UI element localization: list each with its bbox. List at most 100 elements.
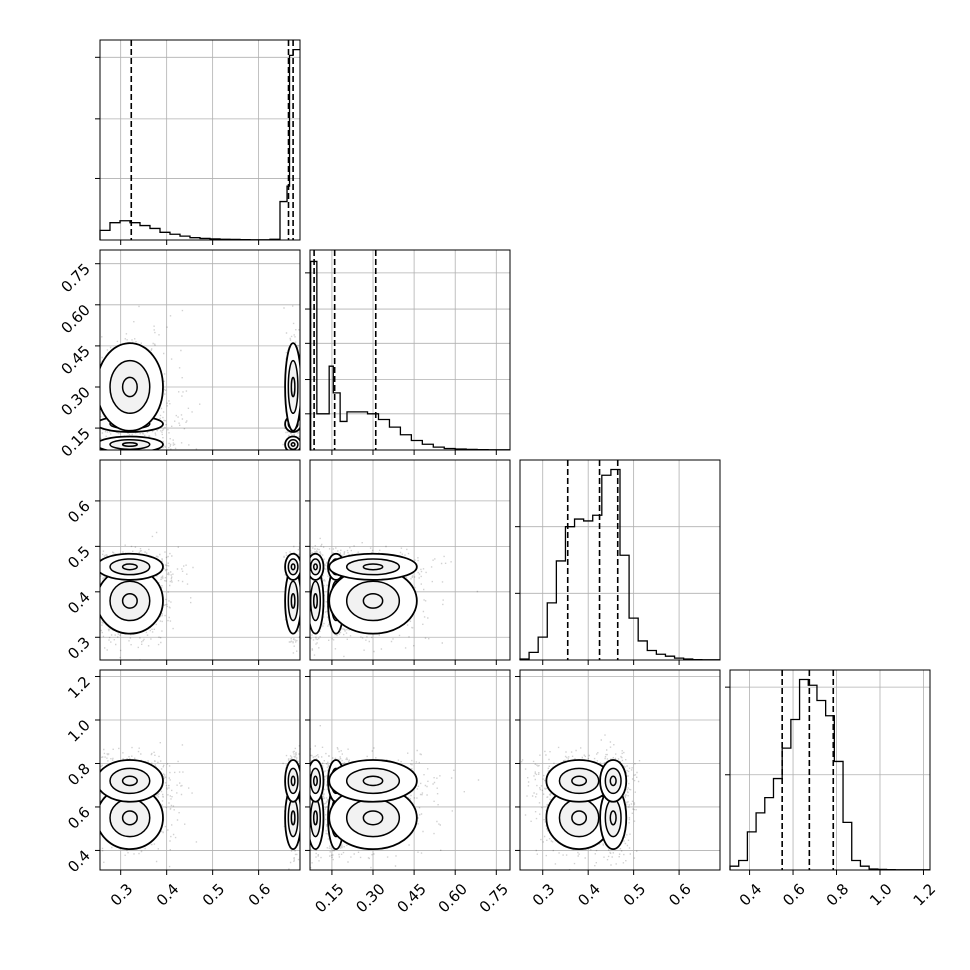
contour-inner	[290, 442, 296, 448]
x-tick-label: 0.75	[476, 880, 512, 916]
contour-inner	[362, 563, 384, 571]
contour-inner	[121, 775, 138, 787]
contour-inner	[571, 775, 588, 787]
y-tick-label: 0.5	[64, 542, 94, 572]
contour-inner	[121, 810, 138, 826]
contour-inner	[362, 810, 384, 826]
y-tick-label: 1.2	[64, 673, 94, 703]
y-tick-label: 0.4	[64, 847, 94, 877]
contour-inner	[571, 810, 588, 826]
y-tick-label: 0.6	[64, 497, 94, 527]
contour-middle	[287, 580, 299, 622]
x-tick-label: 0.6	[665, 880, 695, 910]
scatter-panel-4-3-frame	[519, 669, 721, 871]
x-tick-label: 0.4	[153, 880, 183, 910]
contour-middle	[604, 798, 622, 838]
contour-inner	[290, 775, 296, 787]
histogram-panel-1-frame	[99, 39, 301, 241]
contour-middle	[109, 558, 151, 576]
contour-inner	[290, 810, 296, 826]
x-tick-label: 0.30	[352, 880, 388, 916]
histogram-bars	[99, 48, 300, 241]
contour-middle	[310, 767, 322, 795]
contour-middle	[287, 558, 299, 576]
histogram-panel-1	[95, 40, 300, 245]
contour-middle	[109, 767, 151, 795]
contour-middle	[345, 558, 401, 576]
contour-inner	[312, 775, 318, 787]
y-tick-label: 0.3	[64, 633, 94, 663]
histogram-bars	[519, 468, 720, 661]
x-tick-label: 0.5	[199, 880, 229, 910]
contour-middle	[109, 359, 151, 415]
x-tick-label: 0.4	[574, 880, 604, 910]
x-tick-label: 1.0	[866, 880, 896, 910]
x-tick-label: 0.6	[245, 880, 275, 910]
scatter-panel-4-1-frame	[99, 669, 301, 871]
scatter-points	[100, 305, 300, 450]
histogram-panel-4	[725, 670, 930, 875]
x-tick-label: 0.60	[435, 880, 471, 916]
contour-inner	[609, 775, 617, 787]
scatter-panel-3-2	[310, 537, 479, 658]
scatter-panel-3-1	[100, 531, 300, 660]
contour-middle	[345, 767, 401, 795]
contour-inner	[362, 592, 384, 609]
contour-inner	[312, 563, 318, 571]
x-tick-label: 0.6	[779, 880, 809, 910]
y-tick-label: 0.60	[57, 301, 93, 337]
scatter-panel-3-1-frame	[99, 459, 301, 661]
contour-middle	[604, 767, 622, 795]
x-tick-label: 0.4	[736, 880, 766, 910]
contour-middle	[109, 438, 151, 450]
contour-inner	[121, 442, 138, 448]
contour-inner	[290, 563, 296, 571]
x-tick-label: 0.45	[394, 880, 430, 916]
contour-inner	[609, 810, 617, 826]
scatter-panel-2-1-frame	[99, 249, 301, 451]
x-tick-label: 0.15	[311, 880, 347, 916]
histogram-panel-2	[305, 250, 510, 455]
contour-inner	[290, 592, 296, 609]
scatter-panel-4-2	[310, 725, 480, 869]
contour-middle	[310, 558, 322, 576]
contour-middle	[287, 767, 299, 795]
histogram-bars	[729, 678, 930, 871]
x-tick-label: 0.3	[529, 880, 559, 910]
contour-inner	[312, 810, 318, 826]
contour-middle	[109, 798, 151, 838]
contour-middle	[558, 767, 600, 795]
histogram-panel-3-frame	[519, 459, 721, 661]
contour-middle	[345, 798, 401, 838]
contour-middle	[345, 580, 401, 622]
contour-inner	[121, 563, 138, 571]
scatter-panel-4-3	[521, 734, 641, 870]
contour-middle	[287, 438, 299, 450]
y-tick-label: 0.6	[64, 803, 94, 833]
contour-middle	[109, 580, 151, 622]
contour-middle	[310, 798, 322, 838]
x-tick-label: 0.5	[620, 880, 650, 910]
y-tick-label: 0.8	[64, 760, 94, 790]
scatter-panel-3-2-frame	[309, 459, 511, 661]
contour-middle	[287, 798, 299, 838]
y-tick-label: 0.30	[57, 383, 93, 419]
y-tick-label: 0.45	[57, 342, 93, 378]
y-tick-label: 0.75	[57, 260, 93, 296]
contour-inner	[121, 592, 138, 609]
x-tick-label: 0.3	[107, 880, 137, 910]
contour-inner	[121, 376, 138, 398]
y-tick-label: 0.4	[64, 588, 94, 618]
scatter-panel-2-1	[100, 305, 300, 450]
contour-inner	[362, 775, 384, 787]
contour-middle	[287, 359, 299, 415]
histogram-panel-2-frame	[309, 249, 511, 451]
y-tick-label: 1.0	[64, 716, 94, 746]
histogram-bars	[310, 260, 510, 451]
x-tick-label: 1.2	[910, 880, 940, 910]
histogram-panel-4-frame	[729, 669, 931, 871]
y-tick-label: 0.15	[57, 424, 93, 460]
scatter-points	[100, 742, 300, 870]
contour-middle	[310, 580, 322, 622]
